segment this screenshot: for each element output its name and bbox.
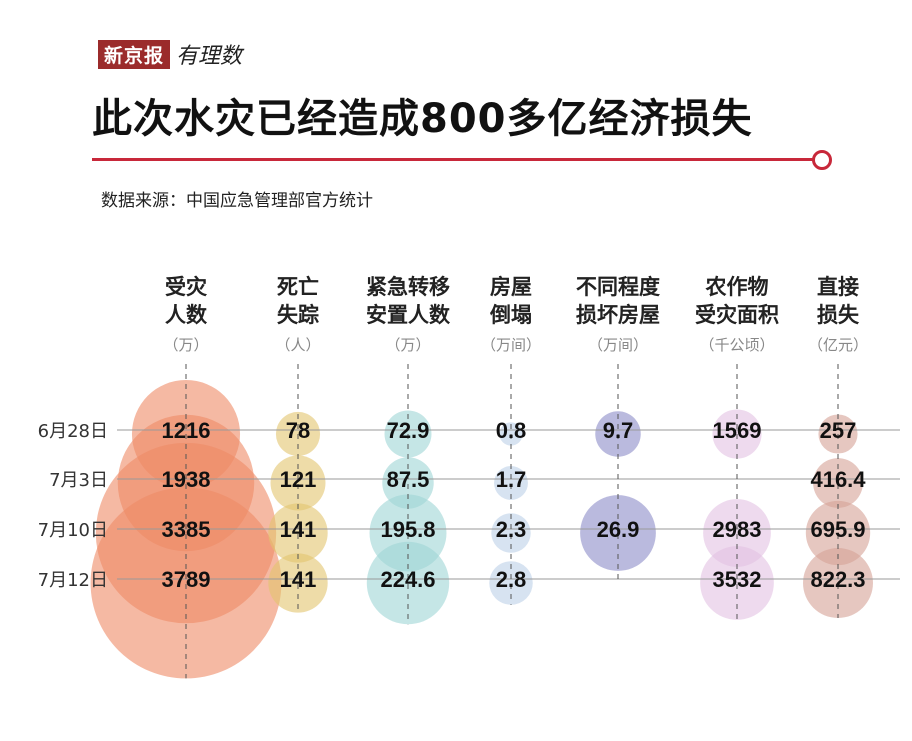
column-title: 紧急转移 <box>366 275 450 299</box>
column-unit: （万） <box>385 336 431 354</box>
column-title: 房屋 <box>490 275 532 299</box>
bubble <box>268 553 328 613</box>
column-header: 直接损失 （亿元） <box>773 273 903 355</box>
bubble <box>90 487 282 679</box>
value-label: 416.4 <box>810 467 866 492</box>
value-label: 2983 <box>713 517 762 542</box>
logo-brand: 新京报 <box>98 39 171 69</box>
value-label: 1938 <box>162 467 211 492</box>
value-label: 257 <box>820 418 857 443</box>
value-label: 121 <box>280 467 317 492</box>
column-unit: （万间） <box>587 336 648 354</box>
category-label: 7月10日 <box>38 520 108 541</box>
column-title: 损失 <box>817 303 859 327</box>
value-label: 2.3 <box>496 517 527 542</box>
value-label: 0.8 <box>496 418 527 443</box>
value-label: 9.7 <box>603 418 634 443</box>
value-label: 822.3 <box>810 567 865 592</box>
bubble <box>489 561 533 605</box>
bubble <box>805 500 871 566</box>
value-label: 72.9 <box>387 418 430 443</box>
bubble <box>494 466 528 500</box>
column-unit: （万） <box>163 336 209 354</box>
column-header: 受灾人数 （万） <box>121 273 251 355</box>
value-label: 224.6 <box>380 567 435 592</box>
bubble <box>580 495 656 571</box>
column-title: 人数 <box>165 303 207 327</box>
value-label: 3385 <box>162 517 211 542</box>
logo-sub: 有理数 <box>176 44 243 69</box>
value-label: 1216 <box>162 418 211 443</box>
column-header: 房屋倒塌 （万间） <box>446 273 576 355</box>
bubble <box>270 455 326 511</box>
category-label: 7月3日 <box>49 470 108 491</box>
column-title: 倒塌 <box>490 303 532 327</box>
column-title: 损坏房屋 <box>576 303 660 327</box>
column-title: 死亡 <box>277 275 319 299</box>
column-title: 不同程度 <box>576 275 660 299</box>
value-label: 695.9 <box>810 517 865 542</box>
column-title: 直接 <box>817 275 859 299</box>
value-label: 26.9 <box>597 517 640 542</box>
column-header: 死亡失踪 （人） <box>233 273 363 355</box>
column-title: 受灾 <box>165 275 207 299</box>
value-labels: 1216 1938 3385 3789 78 121 141 141 72.9 87.5 195.8… <box>162 418 867 592</box>
value-label: 141 <box>280 567 317 592</box>
value-label: 141 <box>280 517 317 542</box>
title-divider <box>92 158 814 161</box>
column-title: 农作物 <box>705 275 769 299</box>
category-label: 7月12日 <box>38 570 108 591</box>
bubbles <box>90 379 873 679</box>
bubble <box>813 458 863 508</box>
bubble <box>268 503 328 563</box>
column-unit: （人） <box>275 336 321 354</box>
value-label: 3532 <box>713 567 762 592</box>
column-title: 受灾面积 <box>695 303 779 327</box>
value-label: 2.8 <box>496 567 527 592</box>
bubble <box>803 548 873 618</box>
value-label: 195.8 <box>380 517 435 542</box>
column-title: 安置人数 <box>366 303 450 327</box>
value-label: 3789 <box>162 567 211 592</box>
row-lines: 6月28日 7月3日 7月10日 7月12日 <box>38 364 900 679</box>
logo: 新京报 有理数 <box>98 39 243 69</box>
column-unit: （千公顷） <box>699 336 775 354</box>
value-label: 1.7 <box>496 467 527 492</box>
column-header: 紧急转移安置人数 （万） <box>343 273 473 355</box>
column-title: 失踪 <box>277 303 319 327</box>
bubble <box>366 541 450 625</box>
page-title: 此次水灾已经造成800多亿经济损失 <box>92 96 753 142</box>
column-unit: （万间） <box>480 336 541 354</box>
column-header: 不同程度损坏房屋 （万间） <box>553 273 683 355</box>
column-header: 农作物受灾面积 （千公顷） <box>672 273 802 355</box>
data-source: 数据来源：中国应急管理部官方统计 <box>101 191 373 211</box>
value-label: 87.5 <box>387 467 430 492</box>
divider-end-circle <box>812 150 832 170</box>
column-unit: （亿元） <box>807 336 868 354</box>
bubble <box>700 546 774 620</box>
value-label: 1569 <box>713 418 762 443</box>
value-label: 78 <box>286 418 310 443</box>
bubble <box>703 499 771 567</box>
category-label: 6月28日 <box>38 421 108 442</box>
bubble <box>491 513 531 553</box>
bubble <box>382 457 434 509</box>
